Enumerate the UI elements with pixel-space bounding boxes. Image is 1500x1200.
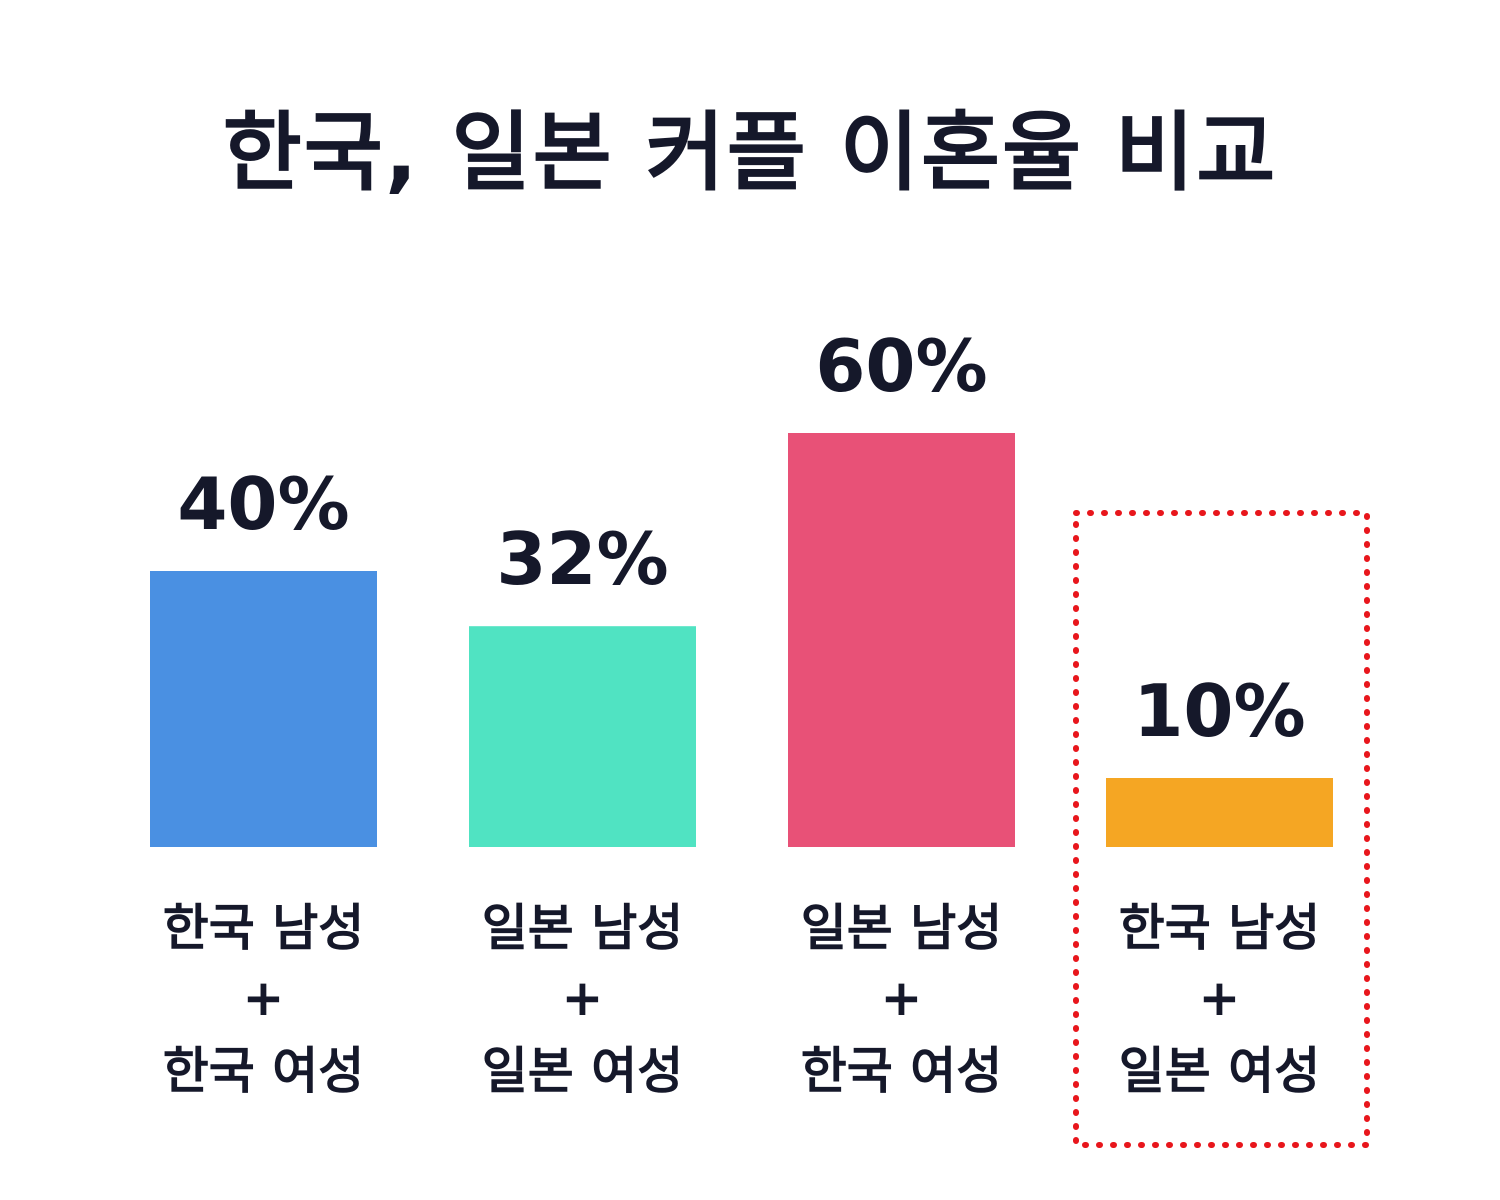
chart-title: 한국, 일본 커플 이혼율 비교 xyxy=(222,103,1278,203)
bar-2 xyxy=(469,626,696,847)
category-label-4-line-1: 한국 남성 xyxy=(1119,899,1320,957)
category-label-3-line-3: 한국 여성 xyxy=(801,1042,1002,1100)
value-label-4: 10% xyxy=(1133,669,1305,753)
category-label-2-line-2: + xyxy=(562,969,604,1027)
value-label-2: 32% xyxy=(496,517,668,601)
category-label-1-line-2: + xyxy=(243,969,285,1027)
category-label-1-line-3: 한국 여성 xyxy=(163,1042,364,1100)
category-label-1-line-1: 한국 남성 xyxy=(163,899,364,957)
bar-1 xyxy=(150,571,377,847)
category-label-3-line-2: + xyxy=(881,969,923,1027)
highlight-box xyxy=(1073,510,1370,1148)
category-label-4-line-3: 일본 여성 xyxy=(1119,1042,1320,1100)
bar-4 xyxy=(1106,778,1333,847)
value-label-3: 60% xyxy=(815,324,987,408)
category-label-2-line-1: 일본 남성 xyxy=(482,899,683,957)
value-label-1: 40% xyxy=(177,462,349,546)
category-label-3-line-1: 일본 남성 xyxy=(801,899,1002,957)
category-label-2-line-3: 일본 여성 xyxy=(482,1042,683,1100)
bar-3 xyxy=(788,433,1015,847)
category-label-4-line-2: + xyxy=(1199,969,1241,1027)
